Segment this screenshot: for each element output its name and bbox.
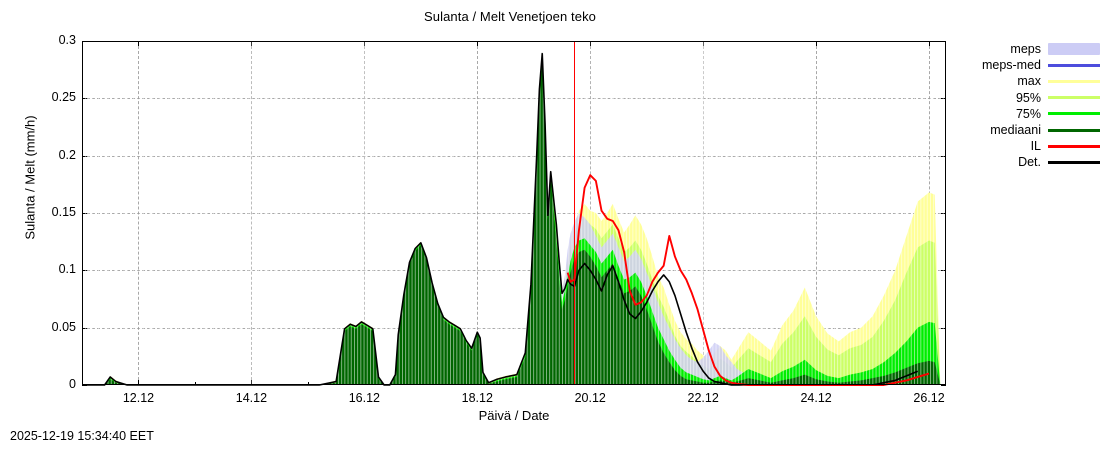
x-tick-mark (816, 41, 818, 46)
plot-area: 0 0.05 0.1 0.15 0.2 0.25 0.3 12.12 14.12 16.12 18.… (52, 33, 946, 405)
x-tick-label: 12.12 (122, 391, 155, 405)
legend-item-meps[interactable]: meps (966, 41, 1100, 57)
x-tick-label: 18.12 (461, 391, 493, 405)
legend-label: IL (1030, 139, 1041, 154)
legend-swatch-icon (1048, 79, 1100, 83)
y-tick-mark (82, 327, 87, 329)
x-tick-label: 14.12 (235, 391, 268, 405)
y-tick-label: 0.2 (58, 147, 76, 162)
legend-label: max (1017, 74, 1041, 89)
legend-label: Det. (1018, 155, 1041, 170)
legend-label: meps-med (981, 58, 1041, 73)
legend-swatch-icon (1048, 128, 1100, 132)
x-gridline (477, 41, 479, 385)
ensemble-stripes (82, 41, 944, 385)
x-axis-label: Päivä / Date (478, 408, 550, 423)
x-tick-mark (138, 380, 140, 385)
y-tick-mark (82, 98, 87, 100)
x-tick-mark (929, 41, 931, 46)
legend-swatch-icon (1048, 43, 1100, 56)
legend-item-mediaani[interactable]: mediaani (966, 122, 1100, 138)
legend-swatch-icon (1048, 144, 1100, 148)
x-tick-mark (138, 41, 140, 46)
y-tick-mark (82, 155, 87, 157)
area-p95 (82, 54, 941, 385)
x-tick-mark (477, 41, 479, 46)
now-line-marker (574, 41, 576, 385)
y-tick-mark (82, 270, 87, 272)
y-tick-label: 0.1 (58, 262, 76, 277)
y-tick-label: 0.15 (51, 205, 76, 219)
y-tick-label: 0.05 (51, 319, 76, 334)
y-axis-label: Sulanta / Melt (mm/h) (22, 115, 38, 240)
chart-title: Sulanta / Melt Venetjoen teko (423, 9, 596, 24)
x-minor-tick (194, 382, 196, 385)
legend-label: mediaani (990, 123, 1041, 138)
x-gridline (138, 41, 140, 385)
x-tick-label: 16.12 (348, 391, 380, 405)
legend-swatch-icon (1048, 112, 1100, 116)
legend-swatch-icon (1048, 63, 1100, 67)
legend-item-95[interactable]: 95% (966, 90, 1100, 106)
x-tick-label: 26.12 (913, 391, 945, 405)
y-tick-label: 0.3 (58, 33, 76, 47)
line-il (566, 174, 930, 386)
timestamp-label: 2025-12-19 15:34:40 EET (10, 429, 154, 443)
y-tick-mark (82, 213, 87, 214)
legend-swatch-icon (1048, 96, 1100, 100)
legend-label: 95% (1015, 90, 1041, 105)
x-tick-label: 20.12 (574, 391, 606, 405)
legend: meps meps-med max 95% 75% mediaani IL Det. (966, 41, 1100, 171)
x-tick-label: 24.12 (800, 391, 832, 405)
y-tick-label: 0.25 (51, 90, 76, 105)
legend-item-meps-med[interactable]: meps-med (966, 57, 1100, 73)
legend-item-il[interactable]: IL (966, 138, 1100, 154)
x-tick-label: 22.12 (687, 391, 719, 405)
x-gridline (816, 41, 818, 385)
legend-label: 75% (1015, 106, 1041, 121)
y-tick-label: 0 (69, 377, 76, 391)
legend-item-det[interactable]: Det. (966, 154, 1100, 170)
legend-swatch-icon (1048, 160, 1100, 164)
data-series-layer (82, 41, 944, 386)
x-tick-mark (590, 41, 592, 46)
x-minor-tick (307, 382, 309, 385)
y-tick-mark (941, 385, 946, 386)
x-gridline (364, 41, 366, 385)
legend-item-max[interactable]: max (966, 73, 1100, 89)
x-tick-mark (364, 41, 366, 46)
legend-item-75[interactable]: 75% (966, 106, 1100, 122)
legend-label: meps (1010, 42, 1041, 57)
